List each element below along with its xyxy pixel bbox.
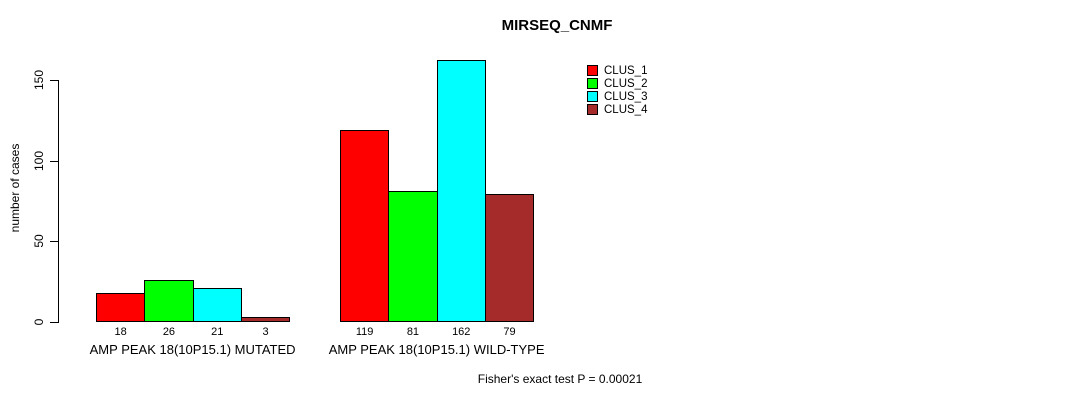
bar-value-label: 162 (452, 326, 471, 338)
y-tick-label: 0 (32, 318, 46, 326)
bar-clus_1-group1 (96, 292, 146, 322)
statistical-test-result: Fisher's exact test P = 0.00021 (477, 372, 643, 386)
legend-swatch-clus_4 (587, 104, 598, 115)
legend: CLUS_1 CLUS_2 CLUS_3 CLUS_4 (587, 64, 647, 116)
bar-clus_4-group2 (484, 194, 535, 322)
bar-clus_3-group2 (436, 60, 486, 322)
legend-label: CLUS_3 (604, 90, 648, 103)
y-tick-mark (50, 322, 58, 323)
legend-item-clus_4: CLUS_4 (587, 103, 647, 116)
group-label: AMP PEAK 18(10P15.1) MUTATED (89, 342, 296, 357)
bar-value-label: 81 (406, 326, 420, 338)
y-tick-mark (50, 160, 58, 162)
y-tick-mark (50, 241, 58, 243)
legend-swatch-clus_1 (587, 65, 598, 76)
bar-value-label: 79 (503, 326, 516, 338)
y-axis-label: number of cases (8, 143, 22, 233)
y-tick-label: 150 (32, 69, 46, 90)
legend-item-clus_1: CLUS_1 (587, 64, 647, 77)
y-axis-line (58, 79, 59, 323)
chart-title: MIRSEQ_CNMF (501, 17, 613, 34)
bar-clus_1-group2 (340, 129, 390, 322)
bar-clus_4-group1 (240, 317, 291, 322)
legend-label: CLUS_2 (604, 77, 648, 90)
bar-value-label: 18 (114, 326, 127, 338)
y-tick-label: 50 (32, 234, 46, 248)
legend-swatch-clus_3 (587, 91, 598, 102)
legend-swatch-clus_2 (587, 78, 598, 89)
bar-value-label: 21 (211, 326, 224, 338)
group-label: AMP PEAK 18(10P15.1) WILD-TYPE (328, 342, 545, 357)
bar-clus_2-group1 (144, 280, 194, 322)
legend-label: CLUS_4 (604, 103, 648, 116)
y-tick-label: 100 (32, 150, 46, 171)
legend-label: CLUS_1 (604, 64, 648, 77)
legend-item-clus_2: CLUS_2 (587, 77, 647, 90)
bar-clus_3-group1 (192, 288, 242, 322)
y-tick-mark (50, 79, 58, 81)
bar-value-label: 119 (355, 326, 374, 338)
legend-item-clus_3: CLUS_3 (587, 90, 647, 103)
bar-clus_2-group2 (388, 191, 438, 322)
bar-value-label: 26 (162, 326, 176, 338)
bar-value-label: 3 (262, 326, 269, 338)
